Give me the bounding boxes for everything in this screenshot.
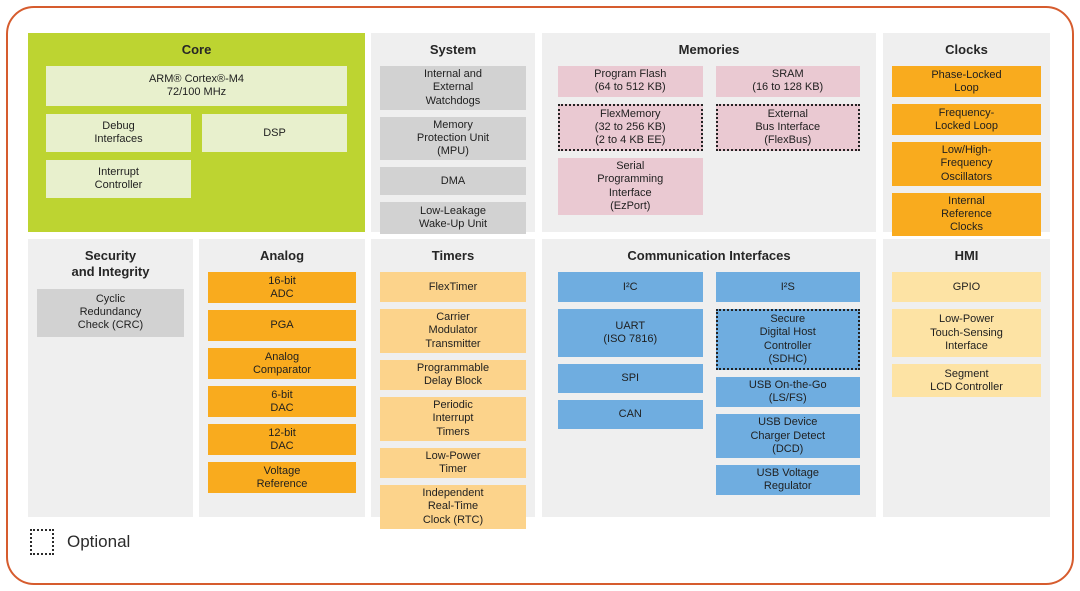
block-voltage-reference: Voltage Reference (208, 462, 356, 494)
block-programmable-delay-block: Programmable Delay Block (380, 359, 526, 391)
section-security-title: Security and Integrity (71, 248, 150, 280)
section-clocks-blocks: Phase-Locked Loop Frequency- Locked Loop… (883, 58, 1050, 237)
block-low-power-timer: Low-Power Timer (380, 447, 526, 479)
block-watchdogs: Internal and External Watchdogs (380, 66, 526, 110)
block-pga: PGA (208, 310, 356, 342)
section-core-blocks: ARM® Cortex®-M4 72/100 MHz Debug Interfa… (28, 58, 365, 199)
block-16bit-adc: 16-bit ADC (208, 272, 356, 304)
block-llwu: Low-Leakage Wake-Up Unit (380, 202, 526, 235)
block-rtc: Independent Real-Time Clock (RTC) (380, 485, 526, 529)
block-debug-interfaces: Debug Interfaces (46, 114, 191, 153)
block-dsp: DSP (202, 114, 347, 153)
block-12bit-dac: 12-bit DAC (208, 424, 356, 456)
block-periodic-interrupt-timers: Periodic Interrupt Timers (380, 397, 526, 441)
section-core: Core ARM® Cortex®-M4 72/100 MHz Debug In… (28, 33, 365, 232)
section-analog: Analog 16-bit ADC PGA Analog Comparator … (199, 239, 365, 517)
memories-right-column: SRAM (16 to 128 KB) External Bus Interfa… (715, 66, 860, 215)
section-hmi: HMI GPIO Low-Power Touch-Sensing Interfa… (883, 239, 1050, 517)
block-ezport: Serial Programming Interface (EzPort) (558, 158, 703, 215)
block-sdhc-optional: Secure Digital Host Controller (SDHC) (715, 309, 860, 370)
section-analog-blocks: 16-bit ADC PGA Analog Comparator 6-bit D… (199, 264, 365, 494)
section-system-blocks: Internal and External Watchdogs Memory P… (371, 58, 535, 235)
block-pll: Phase-Locked Loop (892, 66, 1041, 98)
section-core-title: Core (181, 42, 212, 57)
block-internal-reference-clocks: Internal Reference Clocks (892, 192, 1041, 237)
block-usb-otg: USB On-the-Go (LS/FS) (715, 377, 860, 408)
section-hmi-title: HMI (954, 248, 979, 263)
block-carrier-modulator-transmitter: Carrier Modulator Transmitter (380, 309, 526, 353)
block-usb-dcd: USB Device Charger Detect (DCD) (715, 414, 860, 458)
block-flexbus-optional: External Bus Interface (FlexBus) (715, 103, 860, 152)
block-arm-cortex-m4: ARM® Cortex®-M4 72/100 MHz (46, 66, 347, 107)
block-i2c: I²C (558, 272, 703, 303)
block-i2s: I²S (715, 272, 860, 303)
section-memories-title: Memories (678, 42, 740, 57)
section-clocks: Clocks Phase-Locked Loop Frequency- Lock… (883, 33, 1050, 237)
block-program-flash: Program Flash (64 to 512 KB) (558, 66, 703, 97)
block-analog-comparator: Analog Comparator (208, 348, 356, 380)
block-spi: SPI (558, 364, 703, 394)
comm-right-column: I²S Secure Digital Host Controller (SDHC… (715, 272, 860, 496)
section-clocks-title: Clocks (945, 42, 988, 57)
block-touch-sensing: Low-Power Touch-Sensing Interface (892, 309, 1041, 358)
block-dma: DMA (380, 167, 526, 196)
section-communication-interfaces: Communication Interfaces I²C UART (ISO 7… (542, 239, 876, 517)
section-memories-blocks: Program Flash (64 to 512 KB) FlexMemory … (542, 58, 876, 215)
optional-dashed-box-icon (30, 529, 54, 555)
block-mpu: Memory Protection Unit (MPU) (380, 116, 526, 161)
section-security-integrity: Security and Integrity Cyclic Redundancy… (28, 239, 193, 517)
section-memories: Memories Program Flash (64 to 512 KB) Fl… (542, 33, 876, 232)
legend-optional-label: Optional (67, 532, 131, 551)
section-timers-blocks: FlexTimer Carrier Modulator Transmitter … (371, 264, 535, 529)
legend: Optional (30, 529, 130, 555)
section-hmi-blocks: GPIO Low-Power Touch-Sensing Interface S… (883, 264, 1050, 398)
section-analog-title: Analog (259, 248, 305, 263)
section-timers-title: Timers (431, 248, 475, 263)
block-usb-voltage-regulator: USB Voltage Regulator (715, 464, 860, 496)
block-interrupt-controller: Interrupt Controller (46, 160, 191, 199)
section-security-blocks: Cyclic Redundancy Check (CRC) (28, 281, 193, 337)
block-oscillators: Low/High- Frequency Oscillators (892, 142, 1041, 186)
core-sub-grid: Debug Interfaces DSP Interrupt Controlle… (46, 114, 347, 199)
section-system-title: System (429, 42, 477, 57)
block-uart: UART (ISO 7816) (558, 309, 703, 358)
section-timers: Timers FlexTimer Carrier Modulator Trans… (371, 239, 535, 529)
section-comm-blocks: I²C UART (ISO 7816) SPI CAN I²S Secure D… (542, 264, 876, 496)
block-fll: Frequency- Locked Loop (892, 104, 1041, 136)
section-comm-title: Communication Interfaces (627, 248, 791, 263)
section-system: System Internal and External Watchdogs M… (371, 33, 535, 235)
block-flextimer: FlexTimer (380, 272, 526, 303)
memories-left-column: Program Flash (64 to 512 KB) FlexMemory … (558, 66, 703, 215)
block-crc: Cyclic Redundancy Check (CRC) (37, 288, 184, 337)
block-sram: SRAM (16 to 128 KB) (715, 66, 860, 97)
block-6bit-dac: 6-bit DAC (208, 386, 356, 418)
block-gpio: GPIO (892, 272, 1041, 303)
block-segment-lcd: Segment LCD Controller (892, 364, 1041, 398)
block-flexmemory-optional: FlexMemory (32 to 256 KB) (2 to 4 KB EE) (558, 103, 703, 152)
comm-left-column: I²C UART (ISO 7816) SPI CAN (558, 272, 703, 495)
block-can: CAN (558, 400, 703, 430)
